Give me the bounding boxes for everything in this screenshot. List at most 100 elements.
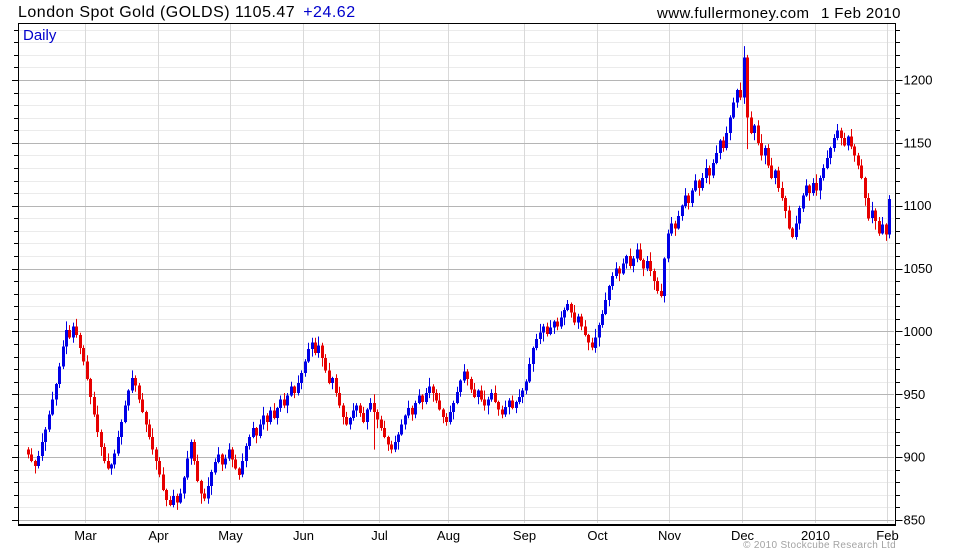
candle-up [404, 415, 407, 425]
candle-down [335, 377, 338, 393]
candle-up [397, 434, 400, 442]
candle-down [788, 210, 791, 229]
candle-up [670, 223, 673, 234]
candle-down [618, 268, 621, 274]
candle-up [681, 205, 684, 216]
candle-down [781, 188, 784, 199]
candle-down [843, 137, 846, 146]
candle-up [798, 208, 801, 224]
candle-up [51, 399, 54, 415]
candle-down [162, 474, 165, 490]
candle-down [390, 444, 393, 450]
candle-down [293, 386, 296, 393]
candle-down [82, 347, 85, 362]
candle-down [283, 399, 286, 406]
candle-down [546, 326, 549, 334]
candle-down [874, 210, 877, 221]
frequency-label: Daily [23, 27, 57, 44]
candle-up [764, 147, 767, 156]
candle-up [297, 383, 300, 394]
candle-up [694, 180, 697, 191]
candle-up [805, 185, 808, 196]
candle-down [815, 183, 818, 191]
candle-up [449, 411, 452, 422]
candle-up [172, 496, 175, 505]
instrument-title: London Spot Gold (GOLDS) 1105.47 [18, 4, 296, 21]
candle-up [549, 327, 552, 334]
candle-up [553, 321, 556, 328]
candle-down [746, 57, 749, 118]
candle-up [463, 371, 466, 381]
candle-down [777, 170, 780, 189]
candle-up [307, 349, 310, 362]
candle-up [248, 437, 251, 446]
candle-up [622, 263, 625, 274]
candle-up [127, 390, 130, 406]
candle-down [470, 379, 473, 390]
x-axis-label: Oct [587, 528, 608, 543]
candle-down [791, 228, 794, 238]
y-axis-label: 1000 [904, 324, 933, 339]
candle-up [743, 57, 746, 98]
candle-down [438, 400, 441, 410]
candle-up [684, 195, 687, 206]
candle-up [719, 140, 722, 153]
candle-up [245, 445, 248, 461]
candle-up [732, 102, 735, 118]
candle-up [279, 399, 282, 409]
candle-up [456, 391, 459, 404]
candle-up [725, 132, 728, 148]
candle-down [134, 377, 137, 386]
candle-up [871, 210, 874, 219]
candle-up [186, 458, 189, 478]
candle-up [542, 326, 545, 333]
candle-down [231, 449, 234, 460]
candle-up [366, 409, 369, 422]
candle-down [864, 178, 867, 199]
candle-up [847, 136, 850, 146]
y-axis-label: 1050 [904, 261, 933, 276]
candle-up [636, 249, 639, 259]
candle-down [145, 411, 148, 425]
candle-down [739, 90, 742, 98]
candle-up [262, 415, 265, 425]
candle-down [587, 335, 590, 343]
candle-down [165, 489, 168, 500]
x-axis-label: May [218, 528, 243, 543]
candle-down [100, 432, 103, 448]
candle-up [577, 316, 580, 323]
candle-up [532, 347, 535, 365]
candle-down [760, 142, 763, 156]
candle-down [442, 409, 445, 417]
candle-up [646, 261, 649, 269]
candle-down [169, 499, 172, 505]
candle-down [435, 393, 438, 401]
candle-down [878, 220, 881, 234]
candle-down [193, 442, 196, 461]
candle-up [774, 170, 777, 178]
candle-up [819, 178, 822, 191]
candle-up [113, 453, 116, 465]
candle-down [151, 437, 154, 450]
candle-up [795, 223, 798, 238]
candle-down [473, 389, 476, 397]
candle-down [324, 357, 327, 371]
x-axis-label: Apr [148, 528, 169, 543]
candle-up [124, 405, 127, 422]
candle-up [55, 384, 58, 400]
candle-down [176, 496, 179, 503]
candle-down [342, 405, 345, 417]
candle-down [483, 399, 486, 406]
candle-up [563, 310, 566, 318]
candle-down [867, 198, 870, 219]
candle-down [34, 460, 37, 466]
candle-down [103, 447, 106, 461]
candle-down [649, 261, 652, 272]
candle-up [601, 313, 604, 326]
candle-up [44, 429, 47, 443]
candle-down [359, 405, 362, 414]
candle-up [217, 454, 220, 463]
candle-up [615, 268, 618, 277]
